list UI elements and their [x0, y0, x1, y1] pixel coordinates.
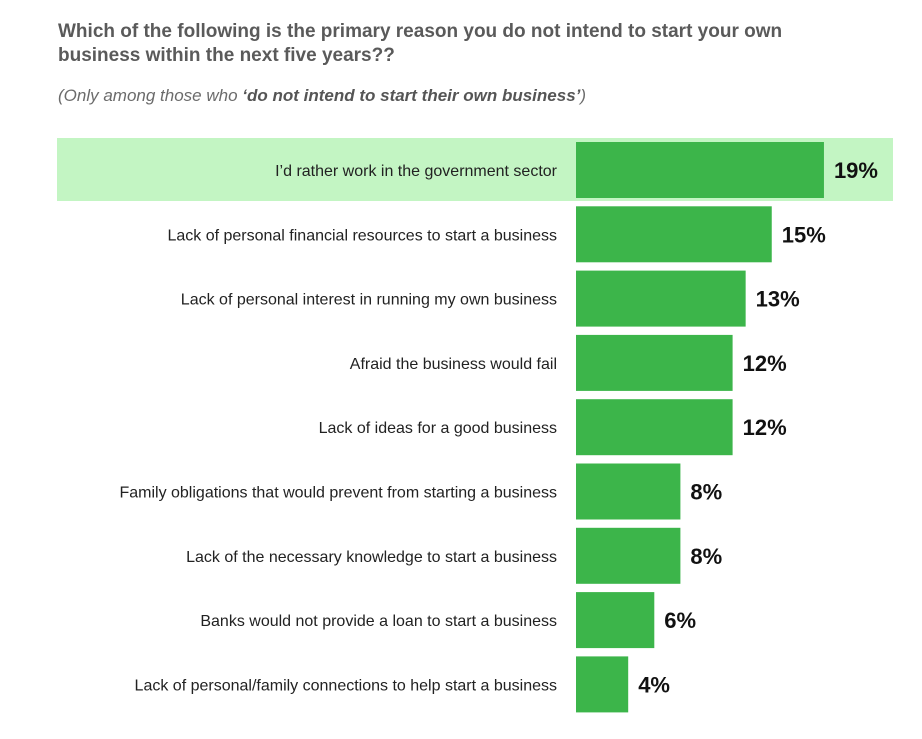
bar: [576, 463, 681, 520]
bar: [576, 399, 733, 456]
subtitle-emphasis: ‘do not intend to start their own busine…: [242, 86, 581, 105]
category-label: Banks would not provide a loan to start …: [200, 613, 557, 630]
chart-title: Which of the following is the primary re…: [58, 21, 783, 66]
value-label: 12%: [743, 351, 787, 376]
subtitle-suffix: ): [580, 86, 587, 105]
value-label: 19%: [834, 158, 878, 183]
category-label: Afraid the business would fail: [350, 356, 557, 373]
category-label: Family obligations that would prevent fr…: [119, 485, 557, 502]
subtitle-prefix: (Only among those who: [58, 86, 243, 105]
category-label: Lack of ideas for a good business: [319, 420, 557, 437]
value-label: 8%: [690, 544, 722, 569]
bar: [576, 527, 681, 584]
bar: [576, 592, 655, 649]
bar: [576, 270, 746, 327]
category-label: I’d rather work in the government sector: [275, 163, 558, 180]
category-label: Lack of personal/family connections to h…: [135, 677, 557, 694]
bar: [576, 334, 733, 391]
value-label: 12%: [743, 415, 787, 440]
value-label: 6%: [664, 608, 696, 633]
bar: [576, 206, 772, 263]
chart-subtitle: (Only among those who ‘do not intend to …: [58, 86, 586, 106]
bar: [576, 656, 629, 713]
value-label: 15%: [782, 222, 826, 247]
category-label: Lack of personal financial resources to …: [167, 227, 557, 244]
value-label: 8%: [690, 480, 722, 505]
bar: [576, 142, 824, 198]
value-label: 4%: [638, 672, 670, 697]
category-label: Lack of personal interest in running my …: [181, 292, 557, 309]
value-label: 13%: [756, 287, 800, 312]
category-label: Lack of the necessary knowledge to start…: [186, 549, 557, 566]
